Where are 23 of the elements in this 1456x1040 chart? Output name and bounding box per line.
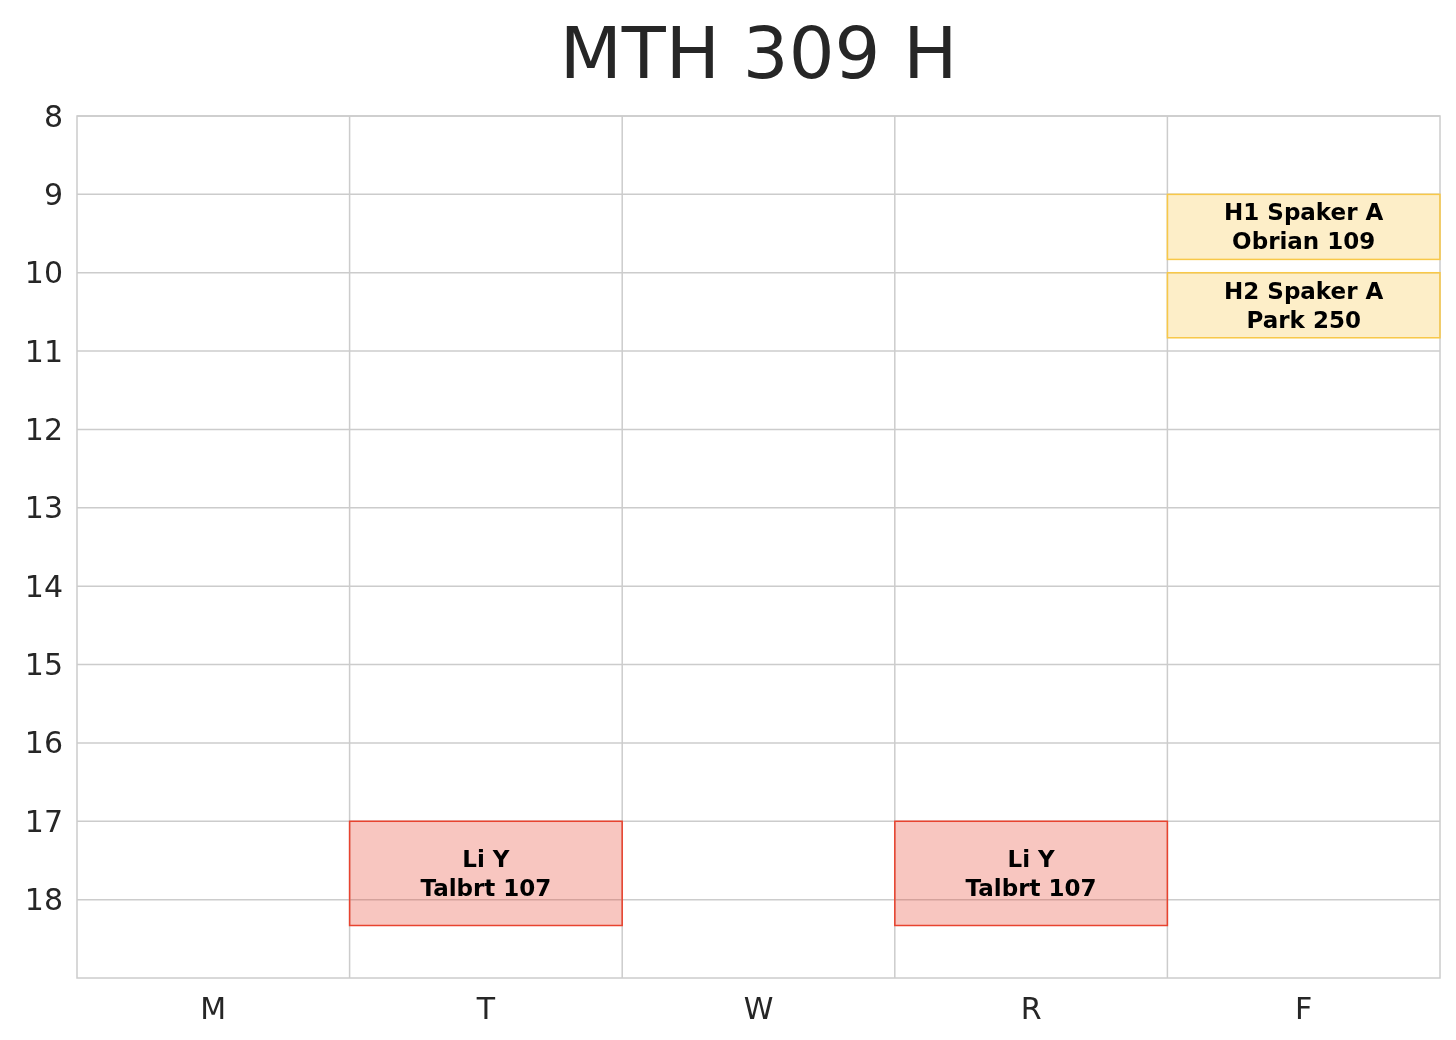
bar: [348, 820, 623, 927]
data-label: H2 Spaker A Park 250: [1224, 277, 1384, 333]
y-tick-label: 12: [24, 411, 63, 447]
x-tick-label: M: [200, 990, 227, 1026]
bar: [894, 820, 1169, 927]
y-tick-label: 13: [24, 490, 63, 526]
y-tick-label: 18: [24, 882, 63, 918]
y-tick-label: 16: [24, 725, 63, 761]
data-label: H1 Spaker A Obrian 109: [1224, 199, 1384, 255]
x-tick-label: R: [1020, 990, 1042, 1026]
y-tick-label: 14: [24, 568, 63, 604]
y-tick-label: 10: [24, 255, 63, 291]
y-tick-label: 9: [43, 176, 63, 212]
y-tick-label: 8: [43, 98, 63, 134]
y-tick-label: 15: [24, 647, 63, 683]
x-tick-label: W: [743, 990, 774, 1026]
y-tick-label: 11: [24, 333, 63, 369]
data-label: Li Y Talbrt 107: [965, 845, 1097, 901]
x-tick-label: F: [1295, 990, 1313, 1026]
data-label: Li Y Talbrt 107: [420, 845, 552, 901]
chart-title: MTH 309 H: [559, 11, 958, 95]
x-tick-label: T: [475, 990, 496, 1026]
y-tick-label: 17: [24, 803, 63, 839]
